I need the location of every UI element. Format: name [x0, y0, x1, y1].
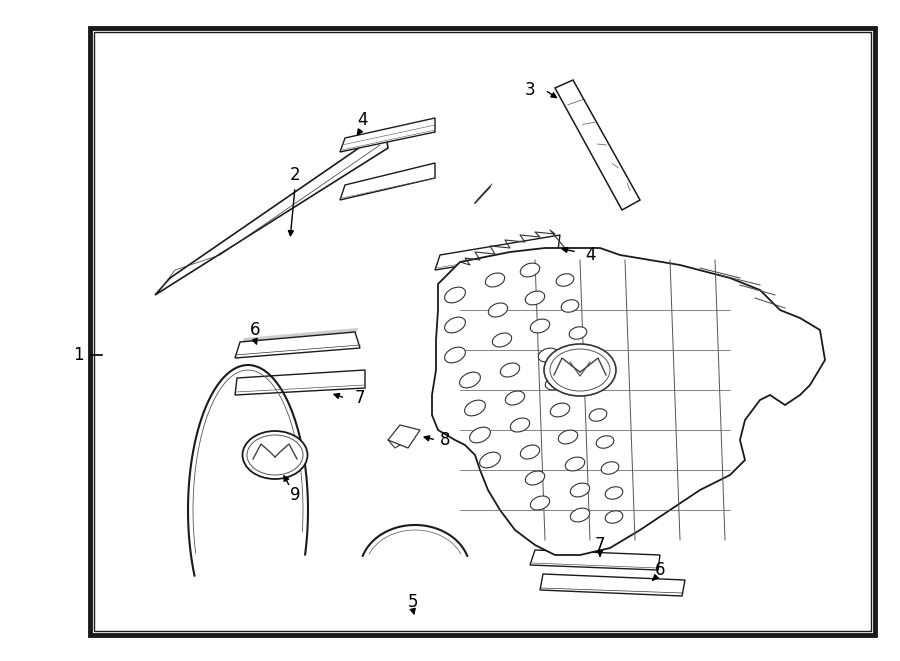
Ellipse shape	[601, 462, 619, 474]
Polygon shape	[235, 370, 365, 395]
Ellipse shape	[510, 418, 530, 432]
Bar	[94, 32, 871, 631]
Ellipse shape	[492, 333, 512, 347]
Ellipse shape	[562, 299, 579, 312]
Ellipse shape	[558, 430, 578, 444]
Ellipse shape	[445, 317, 465, 333]
Ellipse shape	[530, 496, 550, 510]
Text: 7: 7	[355, 389, 365, 407]
Ellipse shape	[556, 274, 574, 286]
Ellipse shape	[247, 435, 303, 475]
Ellipse shape	[583, 382, 601, 394]
Ellipse shape	[596, 436, 614, 448]
Text: 3: 3	[525, 81, 535, 99]
Ellipse shape	[526, 471, 544, 485]
Ellipse shape	[520, 263, 540, 277]
Ellipse shape	[605, 511, 623, 524]
Ellipse shape	[445, 347, 465, 363]
Polygon shape	[540, 574, 685, 596]
Polygon shape	[540, 574, 685, 596]
Ellipse shape	[605, 486, 623, 499]
Ellipse shape	[485, 273, 505, 287]
Ellipse shape	[489, 303, 508, 317]
Ellipse shape	[569, 327, 587, 339]
Ellipse shape	[530, 319, 550, 333]
Ellipse shape	[544, 344, 616, 396]
Ellipse shape	[526, 291, 544, 305]
Ellipse shape	[520, 445, 540, 459]
Text: 5: 5	[408, 593, 418, 611]
Ellipse shape	[470, 427, 490, 443]
Polygon shape	[235, 332, 360, 358]
Ellipse shape	[576, 354, 594, 366]
Polygon shape	[530, 550, 660, 570]
Ellipse shape	[545, 376, 564, 390]
Polygon shape	[340, 118, 435, 152]
Ellipse shape	[464, 400, 485, 416]
Ellipse shape	[480, 452, 500, 468]
Ellipse shape	[242, 431, 308, 479]
Polygon shape	[388, 425, 420, 448]
Ellipse shape	[550, 403, 570, 417]
Text: 4: 4	[356, 111, 367, 129]
Text: 4: 4	[585, 246, 595, 264]
Polygon shape	[238, 328, 358, 355]
Text: 1: 1	[73, 346, 84, 364]
Text: 6: 6	[655, 561, 665, 579]
Polygon shape	[340, 163, 435, 200]
Ellipse shape	[565, 457, 585, 471]
Polygon shape	[435, 235, 560, 270]
Polygon shape	[155, 130, 388, 295]
Ellipse shape	[590, 408, 607, 421]
Text: 6: 6	[250, 321, 260, 339]
Polygon shape	[555, 80, 640, 210]
Polygon shape	[432, 248, 825, 555]
Bar	[90, 28, 875, 635]
Text: 8: 8	[440, 431, 450, 449]
Ellipse shape	[505, 391, 525, 405]
Text: 7: 7	[595, 536, 605, 554]
Ellipse shape	[571, 483, 590, 497]
Ellipse shape	[500, 363, 519, 377]
Text: 2: 2	[290, 166, 301, 184]
Ellipse shape	[550, 349, 610, 391]
Ellipse shape	[571, 508, 590, 522]
Ellipse shape	[460, 372, 481, 388]
Ellipse shape	[538, 348, 558, 362]
Text: 9: 9	[290, 486, 301, 504]
Ellipse shape	[445, 287, 465, 303]
